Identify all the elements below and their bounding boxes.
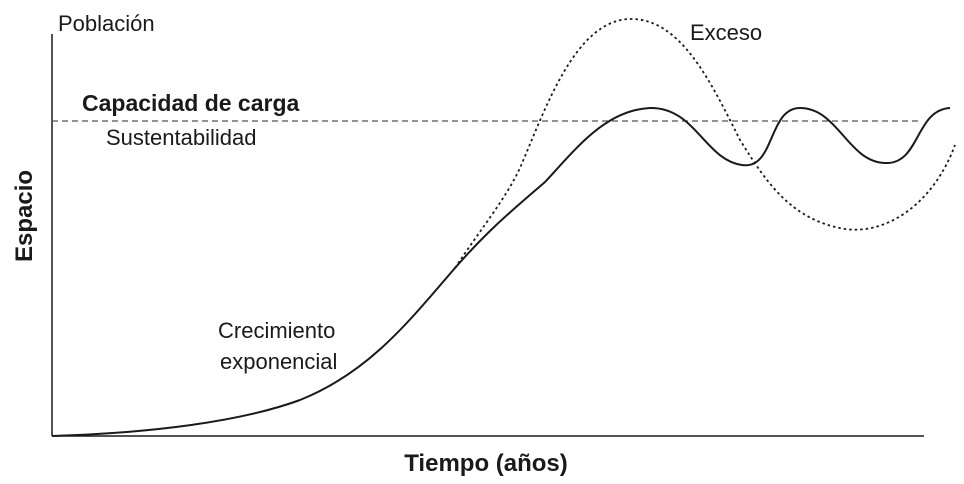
y-axis-top-label: Población — [58, 11, 155, 36]
overshoot-label: Exceso — [690, 20, 762, 45]
overshoot-curve — [454, 18, 956, 269]
capacity-subtitle-label: Sustentabilidad — [106, 125, 256, 150]
capacity-title-label: Capacidad de carga — [82, 90, 300, 116]
x-axis-label: Tiempo (años) — [404, 450, 568, 477]
population-curve — [51, 106, 951, 437]
growth-label-line2: exponencial — [220, 349, 337, 374]
growth-label-line1: Crecimiento — [218, 318, 335, 343]
y-axis-side-label: Espacio — [11, 170, 38, 262]
